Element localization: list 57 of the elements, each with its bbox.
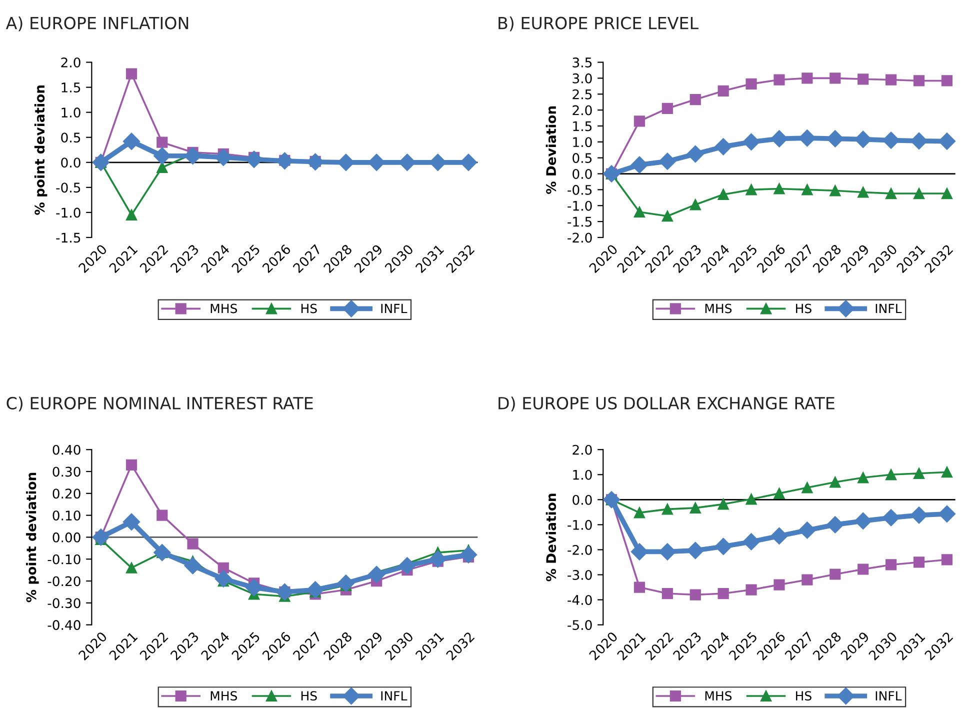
y-tick-label: -2.0 — [568, 544, 592, 555]
chart-title: B) EUROPE PRICE LEVEL — [498, 16, 698, 32]
y-tick-label: 0.10 — [52, 510, 80, 521]
y-tick-label: -1.0 — [56, 208, 80, 218]
y-tick-label: 0.20 — [52, 488, 80, 499]
y-tick-label: -1.0 — [568, 200, 592, 211]
y-tick-label: 0.5 — [572, 153, 592, 164]
legend-label: MHS — [210, 304, 238, 314]
legend-label: INFL — [876, 304, 902, 314]
legend-label: INFL — [876, 691, 902, 700]
legend-label: INFL — [381, 691, 408, 700]
y-tick-label: -5.0 — [568, 620, 592, 630]
legend-label: MHS — [210, 691, 238, 701]
legend-label: HS — [796, 304, 812, 314]
y-tick-label: -0.5 — [56, 182, 80, 193]
legend-label: HS — [796, 691, 812, 701]
legend-label: INFL — [381, 304, 408, 314]
y-tick-label: -3.0 — [568, 570, 592, 580]
y-tick-label: 1.5 — [573, 121, 592, 132]
y-axis-title: % Deviation — [546, 106, 556, 194]
y-tick-label: 0.5 — [61, 132, 80, 143]
chart-title: C) EUROPE NOMINAL INTEREST RATE — [6, 396, 313, 412]
y-tick-label: 0.0 — [572, 494, 592, 505]
y-tick-label: 3.5 — [572, 57, 592, 68]
y-tick-label: -0.5 — [568, 184, 592, 195]
chart-title: D) EUROPE US DOLLAR EXCHANGE RATE — [498, 396, 834, 412]
y-tick-label: 1.5 — [62, 82, 80, 92]
y-tick-label: 1.0 — [62, 108, 80, 118]
y-tick-label: -4.0 — [568, 595, 592, 605]
y-axis-title: % point deviation — [34, 85, 48, 215]
y-tick-label: 1.0 — [573, 470, 592, 480]
y-axis-title: % point deviation — [26, 472, 39, 602]
y-tick-label: -0.10 — [48, 554, 80, 564]
y-tick-label: 0.00 — [52, 532, 80, 542]
y-tick-label: -0.30 — [48, 598, 80, 608]
chart-title: A) EUROPE INFLATION — [6, 16, 188, 32]
y-tick-label: 0.0 — [572, 168, 592, 179]
y-tick-label: 0.0 — [61, 158, 80, 168]
legend-label: MHS — [705, 691, 732, 701]
y-tick-label: -1.5 — [56, 232, 80, 243]
y-tick-label: 3.0 — [572, 73, 592, 84]
y-tick-label: -0.20 — [48, 576, 80, 586]
legend-label: MHS — [705, 304, 732, 314]
y-tick-label: 2.5 — [572, 89, 592, 100]
y-tick-label: 2.0 — [572, 105, 592, 116]
y-axis-title: % Deviation — [546, 494, 556, 582]
y-tick-label: 0.40 — [52, 444, 80, 455]
y-tick-label: 1.0 — [573, 137, 592, 148]
y-tick-label: 2.0 — [61, 57, 80, 68]
legend-label: HS — [301, 691, 317, 701]
y-tick-label: 0.30 — [52, 466, 80, 477]
y-tick-label: -0.40 — [48, 620, 80, 630]
y-tick-label: -2.0 — [568, 232, 592, 243]
legend-label: HS — [301, 304, 317, 314]
y-tick-label: 2.0 — [572, 444, 592, 455]
y-tick-label: -1.0 — [568, 520, 592, 530]
y-tick-label: -1.5 — [568, 216, 592, 227]
